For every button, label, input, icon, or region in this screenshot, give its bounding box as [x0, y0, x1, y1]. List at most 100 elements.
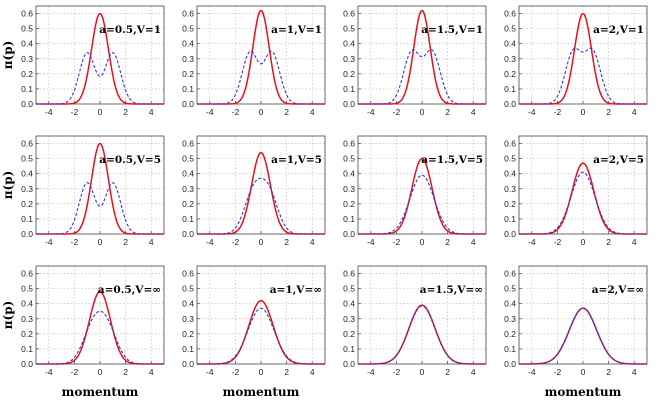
x-tick-label: -4 — [45, 367, 53, 377]
y-tick-label: 0.2 — [182, 199, 194, 209]
panel-label: a=0.5,V=5 — [99, 154, 161, 166]
panel: 0.0 0.1 0.2 0.3 0.4 0.5 0.6 -4 -2 0 2 4 a=0.5,V=5 — [21, 135, 165, 247]
y-tick-label: 0.1 — [182, 214, 194, 224]
x-tick-label: 0 — [581, 367, 586, 377]
x-tick-label: -2 — [554, 237, 562, 247]
y-tick-label: 0.3 — [21, 184, 33, 194]
y-tick-label: 0.2 — [21, 69, 33, 79]
y-tick-label: 0.2 — [504, 69, 516, 79]
y-tick-label: 0.1 — [343, 84, 355, 94]
y-tick-label: 0.6 — [504, 9, 516, 19]
panel-label: a=1.5,V=5 — [421, 154, 483, 166]
x-tick-label: -4 — [206, 237, 214, 247]
y-tick-label: 0.0 — [504, 229, 516, 239]
y-tick-label: 0.0 — [504, 359, 516, 369]
series-line-dashed — [519, 307, 647, 365]
y-tick-label: 0.6 — [21, 9, 33, 19]
y-tick-label: 0.2 — [21, 329, 33, 339]
x-tick-label: 4 — [632, 237, 637, 247]
y-tick-label: 0.5 — [343, 24, 355, 34]
x-tick-label: 4 — [149, 237, 154, 247]
x-tick-label: -4 — [206, 367, 214, 377]
panel: 0.0 0.1 0.2 0.3 0.4 0.5 0.6 -4 -2 0 2 4 a=1,V=1 — [182, 5, 326, 117]
y-tick-label: 0.5 — [21, 154, 33, 164]
y-tick-label: 0.5 — [343, 154, 355, 164]
y-tick-label: 0.4 — [182, 39, 194, 49]
x-tick-label: 4 — [632, 107, 637, 117]
series-line-dashed — [36, 182, 164, 235]
y-tick-label: 0.2 — [343, 69, 355, 79]
x-tick-label: 0 — [420, 107, 425, 117]
x-tick-label: 4 — [471, 237, 476, 247]
x-tick-label: -2 — [393, 237, 401, 247]
panel-label: a=2,V=5 — [593, 154, 644, 166]
y-tick-label: 0.6 — [182, 9, 194, 19]
y-tick-label: 0.1 — [21, 84, 33, 94]
y-tick-label: 0.4 — [21, 39, 33, 49]
x-tick-label: 2 — [123, 107, 128, 117]
x-tick-label: 0 — [259, 367, 264, 377]
y-tick-label: 0.0 — [343, 99, 355, 109]
x-tick-label: -4 — [45, 107, 53, 117]
series-line-solid — [358, 304, 486, 365]
x-tick-label: -2 — [393, 107, 401, 117]
y-tick-label: 0.5 — [182, 284, 194, 294]
x-tick-label: -4 — [528, 237, 536, 247]
panel-label: a=1.5,V=∞ — [420, 284, 483, 296]
series-line-dashed — [358, 305, 486, 365]
x-tick-label: 2 — [284, 367, 289, 377]
y-tick-label: 0.6 — [182, 139, 194, 149]
x-tick-label: -2 — [71, 107, 79, 117]
x-tick-label: 2 — [284, 237, 289, 247]
x-tick-label: 2 — [606, 367, 611, 377]
x-axis-label: momentum — [62, 385, 139, 399]
series-line-dashed — [519, 171, 647, 235]
x-tick-label: -4 — [45, 237, 53, 247]
panel-label: a=2,V=∞ — [592, 284, 644, 296]
panel: 0.0 0.1 0.2 0.3 0.4 0.5 0.6 -4 -2 0 2 4 a=2,V=5 — [504, 135, 648, 247]
panel: 0.0 0.1 0.2 0.3 0.4 0.5 0.6 -4 -2 0 2 4 a=1,V=5 — [182, 135, 326, 247]
x-tick-label: -2 — [232, 237, 240, 247]
y-tick-label: 0.5 — [21, 24, 33, 34]
x-axis-label: momentum — [223, 385, 300, 399]
x-tick-label: 4 — [471, 107, 476, 117]
x-tick-label: 2 — [123, 367, 128, 377]
x-tick-label: 4 — [471, 367, 476, 377]
series-line-dashed — [197, 50, 325, 105]
series-line-dashed — [36, 310, 164, 365]
series-line-dashed — [358, 174, 486, 235]
x-tick-label: -2 — [554, 367, 562, 377]
x-tick-label: 4 — [310, 107, 315, 117]
y-tick-label: 0.5 — [182, 24, 194, 34]
x-tick-label: -4 — [367, 367, 375, 377]
x-tick-label: 2 — [123, 237, 128, 247]
y-tick-label: 0.4 — [504, 39, 516, 49]
y-tick-label: 0.1 — [504, 344, 516, 354]
y-tick-label: 0.2 — [504, 329, 516, 339]
y-tick-label: 0.3 — [21, 314, 33, 324]
y-axis-label: π(p) — [1, 41, 15, 70]
x-tick-label: 4 — [632, 367, 637, 377]
y-tick-label: 0.5 — [182, 154, 194, 164]
y-tick-label: 0.4 — [343, 39, 355, 49]
y-tick-label: 0.1 — [504, 84, 516, 94]
panel-label: a=1,V=1 — [271, 24, 322, 36]
panel: 0.0 0.1 0.2 0.3 0.4 0.5 0.6 -4 -2 0 2 4 a=2,V=1 — [504, 5, 648, 117]
y-tick-label: 0.3 — [182, 314, 194, 324]
series-line-dashed — [519, 47, 647, 105]
y-tick-label: 0.4 — [21, 169, 33, 179]
y-tick-label: 0.4 — [343, 169, 355, 179]
series-line-dashed — [358, 49, 486, 105]
x-tick-label: -2 — [71, 237, 79, 247]
x-tick-label: 0 — [259, 107, 264, 117]
y-tick-label: 0.4 — [343, 299, 355, 309]
x-tick-label: 0 — [420, 237, 425, 247]
y-tick-label: 0.1 — [21, 214, 33, 224]
y-tick-label: 0.3 — [182, 54, 194, 64]
y-tick-label: 0.0 — [21, 229, 33, 239]
y-tick-label: 0.0 — [504, 99, 516, 109]
x-tick-label: -4 — [528, 107, 536, 117]
x-tick-label: -2 — [232, 107, 240, 117]
y-tick-label: 0.2 — [21, 199, 33, 209]
